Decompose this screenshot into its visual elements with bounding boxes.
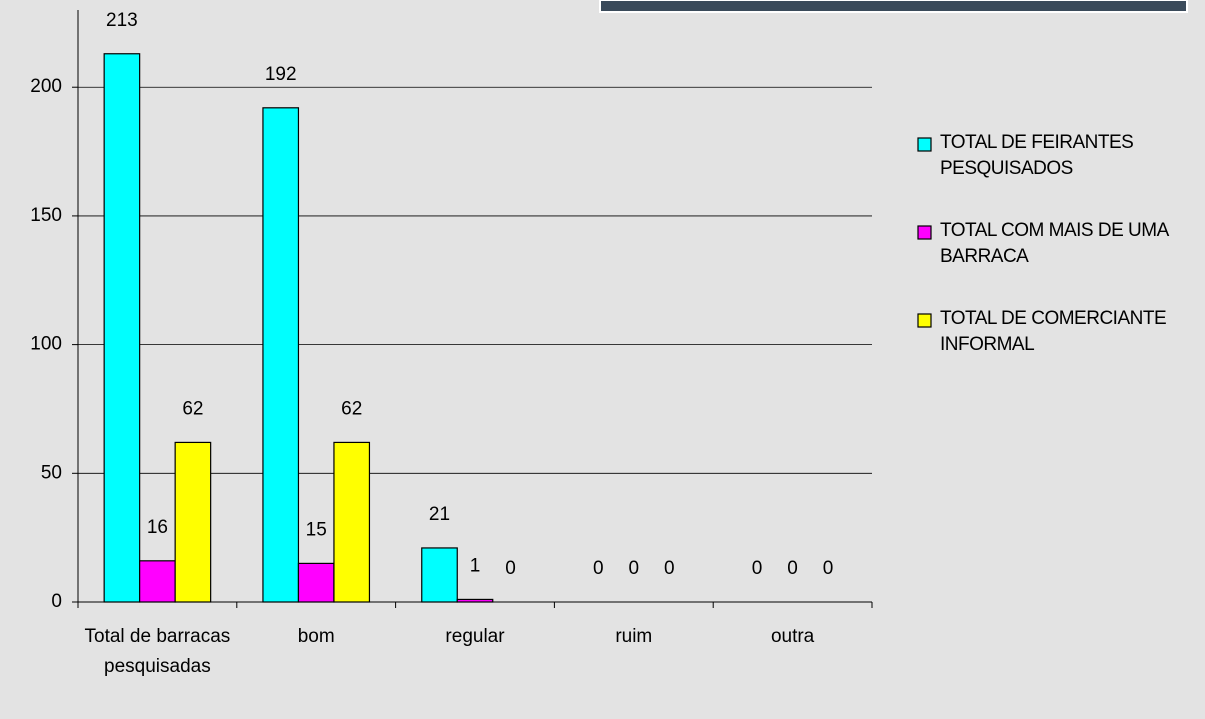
bar [297,562,335,603]
bar [333,441,371,603]
y-tick-label: 50 [41,462,62,483]
data-label: 0 [505,558,516,579]
x-tick-label: outra [770,626,815,647]
photo-border [599,0,1188,13]
bar [262,107,300,603]
legend-swatch [917,225,932,240]
data-label: 16 [147,517,168,538]
y-tick-label: 0 [51,591,62,612]
photo-fragment [600,0,1187,12]
legend-swatch [917,313,932,328]
data-label: 213 [106,10,138,31]
data-label: 0 [664,558,675,579]
data-label: 0 [752,558,763,579]
x-tick-label: bom [297,626,335,647]
data-label: 192 [265,64,297,85]
bar [456,598,494,603]
data-label: 0 [823,558,834,579]
data-label: 15 [306,519,327,540]
x-tick-label: Total de barracas pesquisadas [84,626,231,677]
bar [421,547,458,603]
data-label: 62 [341,398,362,419]
y-tick-label: 150 [30,205,62,226]
data-label: 21 [429,504,450,525]
y-tick-label: 100 [30,334,62,355]
bar [174,441,212,603]
legend-swatch [917,137,932,152]
y-tick-label: 200 [30,76,62,97]
data-label: 62 [182,398,203,419]
data-label: 0 [787,558,798,579]
bar [103,53,141,603]
data-label: 0 [593,558,604,579]
x-tick-label: ruim [615,626,653,647]
data-label: 0 [629,558,640,579]
bar [139,560,176,603]
data-label: 1 [470,555,481,576]
legend-label: TOTAL COM MAIS DE UMA BARRACA [940,220,1168,267]
x-tick-label: regular [445,626,505,647]
legend-label: TOTAL DE FEIRANTES PESQUISADOS [940,132,1134,179]
legend-label: TOTAL DE COMERCIANTE INFORMAL [940,308,1167,355]
